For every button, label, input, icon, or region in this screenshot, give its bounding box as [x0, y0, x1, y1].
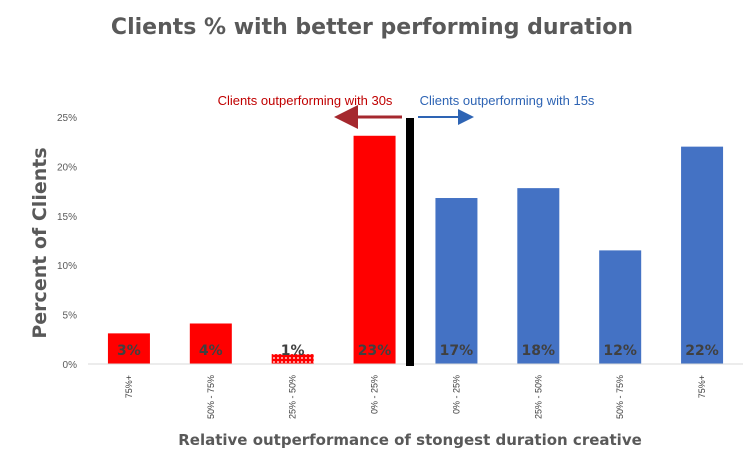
y-tick-label: 25% — [57, 113, 77, 124]
y-tick-label: 20% — [57, 162, 77, 173]
category-label: 50% - 75% — [615, 375, 625, 419]
data-label: 17% — [440, 343, 474, 359]
y-tick-label: 0% — [63, 360, 78, 371]
data-label: 22% — [685, 343, 719, 359]
bar — [435, 198, 478, 364]
y-tick-label: 10% — [57, 261, 77, 272]
bar — [189, 323, 232, 364]
x-axis-label: Relative outperformance of stongest dura… — [178, 431, 642, 449]
category-label: 0% - 25% — [451, 375, 461, 414]
bar — [353, 135, 396, 364]
data-label: 3% — [117, 343, 141, 359]
data-label: 18% — [522, 343, 556, 359]
category-label: 0% - 25% — [370, 375, 380, 414]
bar — [271, 354, 314, 364]
category-label: 25% - 50% — [533, 375, 543, 419]
category-label: 75%+ — [124, 375, 134, 398]
bar — [681, 146, 724, 364]
annotation-15s: Clients outperforming with 15s — [420, 93, 595, 108]
bar — [107, 333, 150, 364]
divider-bar — [406, 118, 414, 366]
category-label: 75%+ — [697, 375, 707, 398]
annotation-30s: Clients outperforming with 30s — [218, 93, 393, 108]
y-tick-label: 5% — [63, 311, 78, 322]
data-label: 12% — [603, 343, 637, 359]
category-label: 25% - 50% — [288, 375, 298, 419]
y-axis-label: Percent of Clients — [29, 147, 51, 338]
bar — [599, 250, 642, 364]
bar — [517, 188, 560, 364]
chart-title: Clients % with better performing duratio… — [111, 15, 633, 40]
category-label: 50% - 75% — [206, 375, 216, 419]
y-tick-label: 15% — [57, 212, 77, 223]
data-label: 1% — [281, 343, 305, 359]
data-label: 23% — [358, 343, 392, 359]
data-label: 4% — [199, 343, 223, 359]
